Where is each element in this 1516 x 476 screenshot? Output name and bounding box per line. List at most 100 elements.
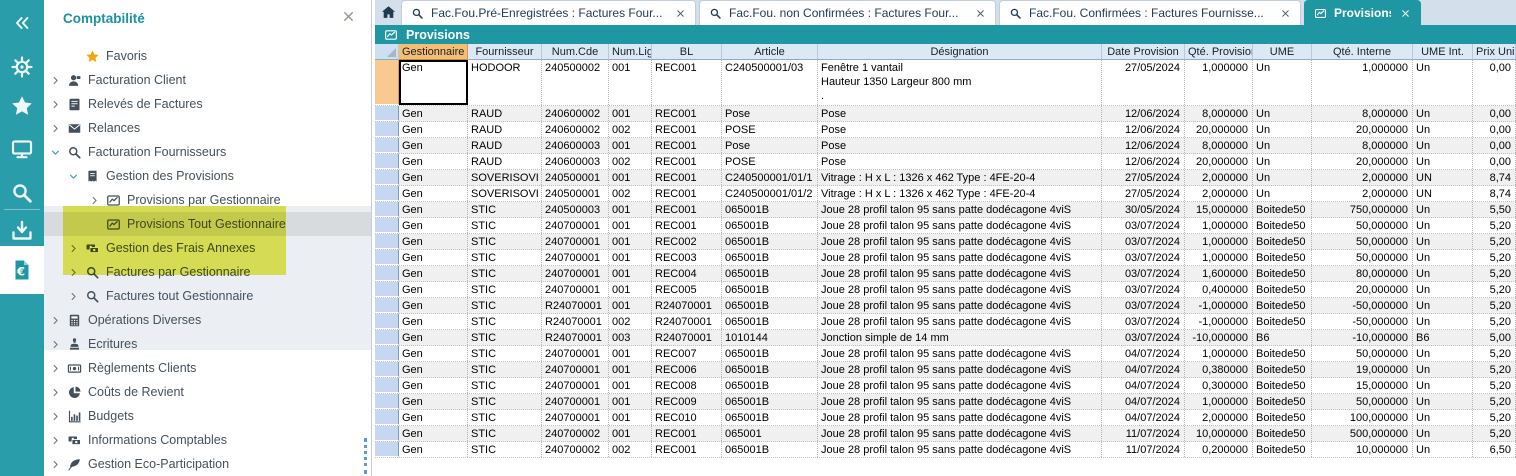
cell-bl[interactable]: REC001 — [652, 186, 722, 201]
cell-num-lig[interactable]: 002 — [609, 122, 652, 137]
cell-article[interactable]: C240500001/01/1 — [722, 170, 818, 185]
cell-article[interactable]: 065001B — [722, 282, 818, 297]
cell-ume-int[interactable]: Un — [1413, 362, 1473, 377]
cell-num-cde[interactable]: R24070001 — [542, 330, 609, 345]
cell-fournisseur[interactable]: STIC — [468, 298, 542, 313]
cell-date-provision[interactable]: 03/07/2024 — [1102, 266, 1185, 281]
cell-num-lig[interactable]: 001 — [609, 346, 652, 361]
cell-fournisseur[interactable]: STIC — [468, 442, 542, 457]
cell-date-provision[interactable]: 03/07/2024 — [1102, 282, 1185, 297]
cell-designation[interactable]: Pose — [818, 122, 1102, 137]
cell-designation[interactable]: Joue 28 profil talon 95 sans patte dodéc… — [818, 234, 1102, 249]
cell-date-provision[interactable]: 11/07/2024 — [1102, 426, 1185, 441]
cell-ume-int[interactable]: Un — [1413, 378, 1473, 393]
cell-num-lig[interactable]: 001 — [609, 218, 652, 233]
cell-num-cde[interactable]: 240600003 — [542, 138, 609, 153]
cell-num-lig[interactable]: 002 — [609, 186, 652, 201]
cell-ume[interactable]: Boitede50 — [1253, 346, 1312, 361]
cell-date-provision[interactable]: 04/07/2024 — [1102, 394, 1185, 409]
cell-num-cde[interactable]: 240700001 — [542, 378, 609, 393]
cell-num-lig[interactable]: 001 — [609, 106, 652, 121]
chevron-right-icon[interactable] — [89, 195, 106, 206]
cell-num-lig[interactable]: 002 — [609, 442, 652, 457]
cell-prix-uni[interactable]: 5,20 — [1473, 298, 1516, 313]
cell-bl[interactable]: REC001 — [652, 442, 722, 457]
sidebar-item-provisions-tout-gestionnaire[interactable]: Provisions Tout Gestionnaire — [44, 212, 371, 236]
cell-prix-uni[interactable]: 0,00 — [1473, 106, 1516, 121]
cell-designation[interactable]: Vitrage : H x L : 1326 x 462 Type : 4FE-… — [818, 186, 1102, 201]
cell-date-provision[interactable]: 12/06/2024 — [1102, 122, 1185, 137]
cell-num-lig[interactable]: 001 — [609, 202, 652, 217]
cell-date-provision[interactable]: 12/06/2024 — [1102, 138, 1185, 153]
chevron-down-icon[interactable] — [50, 147, 67, 158]
sidebar-close-button[interactable] — [341, 9, 357, 25]
chevron-right-icon[interactable] — [68, 291, 85, 302]
row-header[interactable] — [375, 154, 399, 169]
chevron-right-icon[interactable] — [50, 315, 67, 326]
cell-bl[interactable]: R24070001 — [652, 298, 722, 313]
cell-bl[interactable]: REC003 — [652, 250, 722, 265]
column-header-num-lig[interactable]: Num.Lig — [609, 44, 652, 60]
cell-num-cde[interactable]: 240700001 — [542, 218, 609, 233]
sidebar-item-budgets[interactable]: Budgets — [44, 404, 371, 428]
cell-num-cde[interactable]: 240600003 — [542, 154, 609, 169]
cell-date-provision[interactable]: 27/05/2024 — [1102, 60, 1185, 105]
sidebar-item-gestion-des-provisions[interactable]: Gestion des Provisions — [44, 164, 371, 188]
cell-article[interactable]: 065001B — [722, 410, 818, 425]
cell-num-cde[interactable]: 240700002 — [542, 442, 609, 457]
cell-ume[interactable]: B6 — [1253, 330, 1312, 345]
cell-fournisseur[interactable]: RAUD — [468, 106, 542, 121]
cell-num-lig[interactable]: 002 — [609, 154, 652, 169]
cell-article[interactable]: 065001B — [722, 250, 818, 265]
cell-fournisseur[interactable]: STIC — [468, 378, 542, 393]
cell-ume[interactable]: Boitede50 — [1253, 218, 1312, 233]
cell-designation[interactable]: Joue 28 profil talon 95 sans patte dodéc… — [818, 394, 1102, 409]
cell-ume[interactable]: Un — [1253, 60, 1312, 105]
sidebar-item-provisions-par-gestionnaire[interactable]: Provisions par Gestionnaire — [44, 188, 371, 212]
cell-qte-provision[interactable]: 0,200000 — [1185, 442, 1253, 457]
cell-prix-uni[interactable]: 5,20 — [1473, 250, 1516, 265]
cell-bl[interactable]: REC002 — [652, 234, 722, 249]
cell-qte-provision[interactable]: 8,000000 — [1185, 106, 1253, 121]
sidebar-item-co-ts-de-revient[interactable]: Coûts de Revient — [44, 380, 371, 404]
cell-gestionnaire[interactable]: Gen — [399, 378, 468, 393]
cell-bl[interactable]: REC004 — [652, 266, 722, 281]
cell-prix-uni[interactable]: 5,20 — [1473, 282, 1516, 297]
row-header[interactable] — [375, 266, 399, 281]
cell-designation[interactable]: Joue 28 profil talon 95 sans patte dodéc… — [818, 442, 1102, 457]
cell-ume-int[interactable]: Un — [1413, 154, 1473, 169]
cell-prix-uni[interactable]: 5,20 — [1473, 426, 1516, 441]
cell-num-lig[interactable]: 001 — [609, 234, 652, 249]
cell-bl[interactable]: REC001 — [652, 218, 722, 233]
sidebar-item-facturation-fournisseurs[interactable]: Facturation Fournisseurs — [44, 140, 371, 164]
cell-bl[interactable]: REC001 — [652, 138, 722, 153]
cell-ume[interactable]: Un — [1253, 186, 1312, 201]
cell-qte-provision[interactable]: 2,000000 — [1185, 410, 1253, 425]
sidebar-item-relev-s-de-factures[interactable]: Relevés de Factures — [44, 92, 371, 116]
cell-qte-interne[interactable]: 20,000000 — [1312, 122, 1413, 137]
cell-ume-int[interactable]: Un — [1413, 394, 1473, 409]
cell-prix-uni[interactable]: 5,20 — [1473, 346, 1516, 361]
cell-date-provision[interactable]: 03/07/2024 — [1102, 330, 1185, 345]
rail-item-workstation[interactable] — [0, 132, 44, 166]
row-header[interactable] — [375, 410, 399, 425]
cell-qte-provision[interactable]: 0,380000 — [1185, 362, 1253, 377]
cell-qte-provision[interactable]: -10,000000 — [1185, 330, 1253, 345]
cell-qte-interne[interactable]: 2,000000 — [1312, 186, 1413, 201]
cell-qte-interne[interactable]: -10,000000 — [1312, 330, 1413, 345]
cell-prix-uni[interactable]: 5,50 — [1473, 202, 1516, 217]
cell-ume[interactable]: Boitede50 — [1253, 394, 1312, 409]
cell-designation[interactable]: Joue 28 profil talon 95 sans patte dodéc… — [818, 250, 1102, 265]
chevron-down-icon[interactable] — [68, 171, 85, 182]
cell-ume[interactable]: Un — [1253, 138, 1312, 153]
rail-item-favorites[interactable] — [0, 89, 44, 123]
cell-designation[interactable]: Joue 28 profil talon 95 sans patte dodéc… — [818, 266, 1102, 281]
rail-item-search[interactable] — [0, 176, 44, 210]
cell-designation[interactable]: Joue 28 profil talon 95 sans patte dodéc… — [818, 378, 1102, 393]
cell-designation[interactable]: Joue 28 profil talon 95 sans patte dodéc… — [818, 362, 1102, 377]
cell-num-lig[interactable]: 002 — [609, 314, 652, 329]
cell-fournisseur[interactable]: STIC — [468, 394, 542, 409]
tab-close-icon[interactable] — [1400, 8, 1411, 19]
cell-num-lig[interactable]: 001 — [609, 138, 652, 153]
cell-gestionnaire[interactable]: Gen — [399, 106, 468, 121]
